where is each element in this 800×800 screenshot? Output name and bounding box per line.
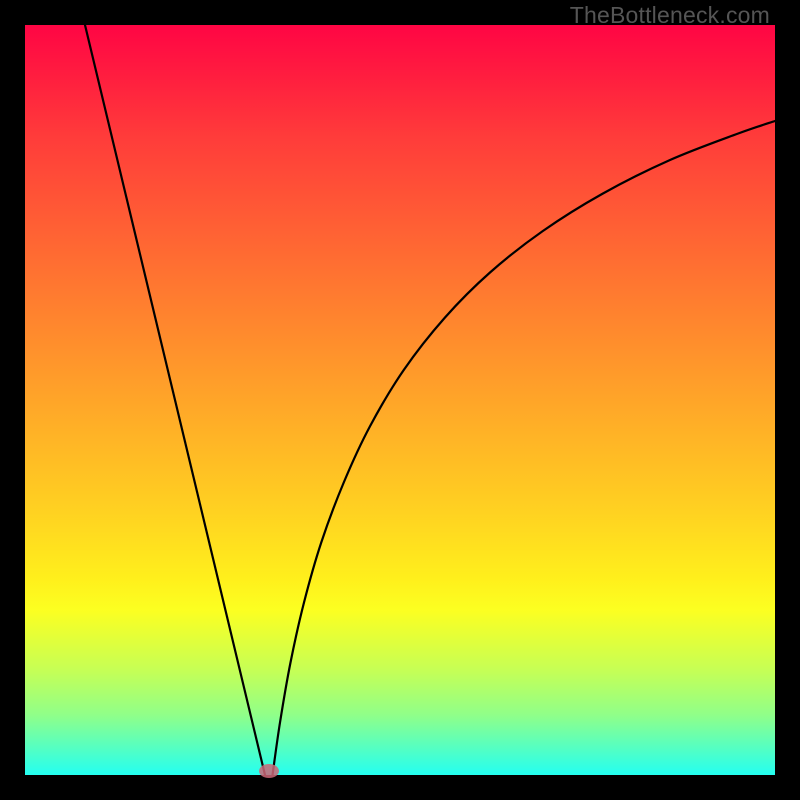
curve-svg (25, 25, 775, 775)
curve-left-branch (85, 25, 265, 775)
valley-marker (259, 764, 279, 778)
plot-area (25, 25, 775, 775)
curve-right-branch (273, 121, 776, 775)
watermark-text: TheBottleneck.com (570, 2, 770, 29)
